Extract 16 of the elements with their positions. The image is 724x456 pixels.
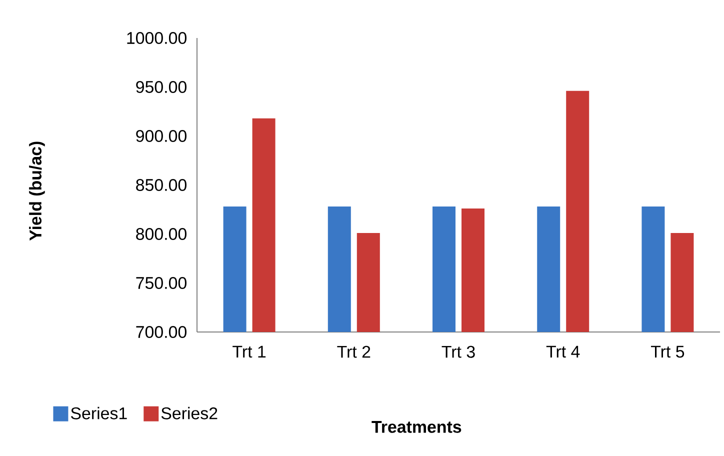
y-tick-label: 1000.00 [127,32,186,44]
y-tick-label: 800.00 [136,228,186,240]
x-tick-label: Trt 5 [650,346,684,358]
legend-label: Series1 [70,406,127,420]
legend-label: Series2 [161,406,218,420]
x-tick-label: Trt 3 [442,346,475,358]
x-tick-label: Trt 2 [337,346,370,358]
x-axis-title: Treatments [372,421,462,433]
y-tick-label: 700.00 [136,326,186,338]
x-tick-label: Trt 4 [546,346,580,358]
y-tick-label: 900.00 [136,130,186,142]
y-tick-label: 750.00 [136,277,186,289]
y-tick-label: 950.00 [136,81,186,93]
y-axis-title: Yield (bu/ac) [29,142,45,241]
y-tick-label: 850.00 [136,179,186,191]
x-tick-label: Trt 1 [232,346,266,358]
